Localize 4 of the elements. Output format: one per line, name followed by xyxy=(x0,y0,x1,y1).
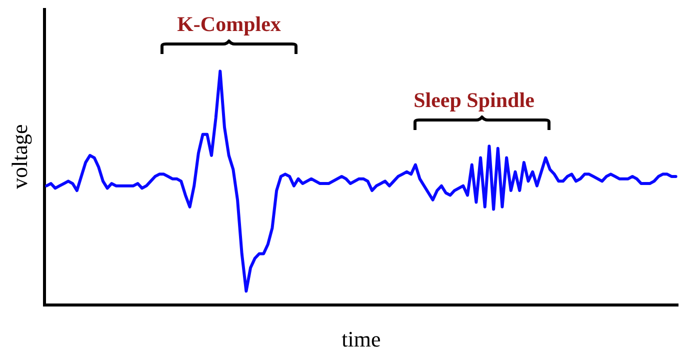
text: K-Complex xyxy=(176,12,282,37)
x-axis-title: time xyxy=(342,326,381,352)
y-axis-title: voltage xyxy=(6,124,32,189)
annotation: Sleep Spindle xyxy=(412,88,536,113)
